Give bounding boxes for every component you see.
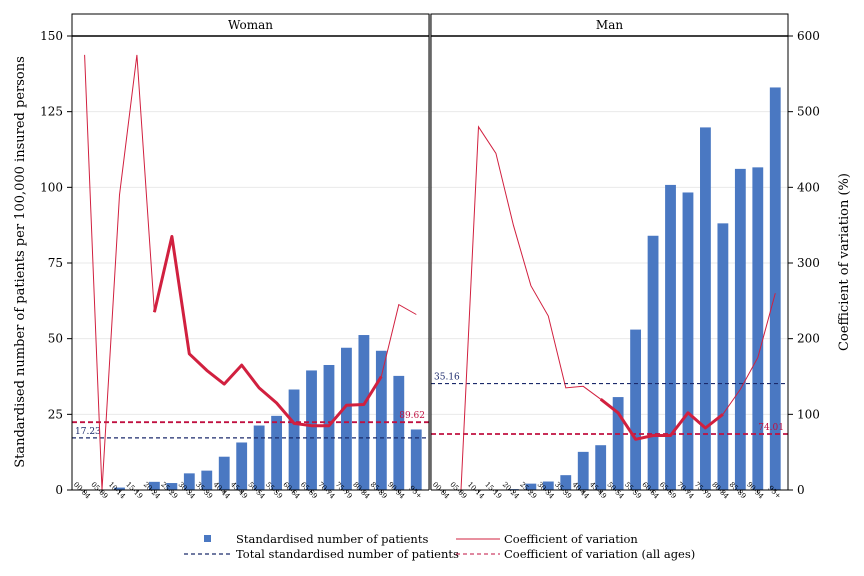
x-tick-label: 00-04 [431,480,451,500]
bar [542,481,554,490]
x-tick-label: 10-14 [107,480,127,500]
legend-label-patients: Standardised number of patients [236,532,428,546]
bar [682,192,694,490]
y-tick-label-right: 100 [797,407,820,421]
cv-all-label: 74.01 [758,423,784,433]
bar [577,451,589,490]
panel-title: Woman [228,18,273,32]
y-axis-label-left: Standardised number of patients per 100,… [13,56,28,468]
bar [375,350,387,490]
bar [253,425,265,490]
bar [323,364,335,490]
bar [630,329,642,490]
bar [166,483,178,490]
bar [358,335,370,490]
y-tick-label-right: 300 [797,256,820,270]
bar [595,445,607,490]
y-axis-label-right: Coefficient of variation (%) [837,173,852,351]
bar [288,389,300,490]
bar [201,470,213,490]
cv-line-bold [599,398,724,441]
total-label: 35.16 [434,373,460,383]
legend-label-total: Total standardised number of patients [236,547,459,561]
legend-swatch-patients [204,535,211,542]
x-tick-label: 00-04 [72,480,92,500]
y-tick-label-left: 75 [48,256,63,270]
y-tick-label-left: 0 [55,483,63,497]
bar [647,235,659,490]
bar [665,184,676,491]
legend-label-cv: Coefficient of variation [504,532,638,546]
y-tick-label-left: 125 [40,105,63,119]
bar [341,347,352,490]
y-tick-label-left: 100 [40,180,63,194]
bar [148,481,160,490]
bar [560,475,572,490]
legend-label-cv-all: Coefficient of variation (all ages) [504,547,695,561]
plot-layer: 17.2389.6200-0405-0910-1415-1920-2425-29… [40,13,820,501]
bar [752,167,764,490]
bar [717,223,729,491]
total-label: 17.23 [75,427,101,437]
y-tick-label-right: 200 [797,332,820,346]
y-tick-label-right: 400 [797,180,820,194]
bar [271,415,283,490]
bar [525,483,537,490]
bar [393,375,405,490]
cv-all-label: 89.62 [399,411,425,421]
bar [734,168,746,490]
y-tick-label-right: 500 [797,105,820,119]
cv-line-bold [152,235,383,428]
bar [114,487,125,490]
bar [769,87,781,490]
bar [218,456,230,490]
y-tick-label-left: 25 [48,407,63,421]
y-tick-label-right: 0 [797,483,805,497]
y-tick-label-left: 50 [48,332,63,346]
bar [612,397,624,490]
y-tick-label-right: 600 [797,29,820,43]
x-tick-label: 20-24 [501,480,521,500]
legend: Standardised number of patients Total st… [184,532,695,561]
bar [410,429,422,490]
bar [306,370,317,490]
bar [183,473,195,490]
y-tick-label-left: 150 [40,29,63,43]
panel-title: Man [596,18,623,32]
bar [236,442,248,490]
x-tick-label: 10-14 [466,480,486,500]
bar [700,127,711,490]
